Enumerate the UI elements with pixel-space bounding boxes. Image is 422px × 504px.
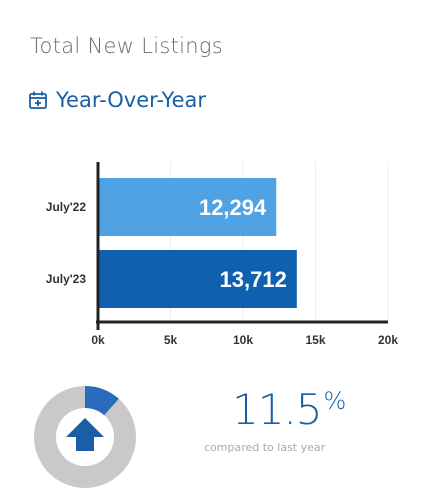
x-tick-label: 10k: [233, 333, 253, 347]
x-tick-label: 5k: [164, 333, 178, 347]
percent-value: 11.5: [232, 385, 323, 434]
percent-sign: %: [323, 387, 347, 415]
bar: [98, 178, 277, 236]
percent-change: 11.5 %: [232, 388, 346, 432]
page-title: Total New Listings: [30, 34, 223, 58]
x-tick-label: 15k: [305, 333, 325, 347]
subtitle-row: Year-Over-Year: [28, 88, 206, 112]
change-donut: [34, 386, 136, 488]
x-tick-label: 20k: [378, 333, 398, 347]
x-tick-label: 0k: [91, 333, 105, 347]
bar: [98, 250, 297, 308]
category-label: July'23: [46, 272, 87, 286]
donut-fill-arc: [34, 386, 136, 488]
bar-value-label: 12,294: [199, 195, 267, 220]
bar-value-label: 13,712: [220, 267, 287, 292]
category-label: July'22: [46, 200, 87, 214]
chart-subtitle: Year-Over-Year: [56, 88, 206, 112]
calendar-plus-icon: [29, 91, 47, 109]
up-arrow-icon: [66, 418, 104, 451]
bar-chart: 12,294 July'22 13,712 July'23 0k 5k 10k 15k 20k: [46, 162, 398, 347]
compare-caption: compared to last year: [204, 441, 326, 454]
